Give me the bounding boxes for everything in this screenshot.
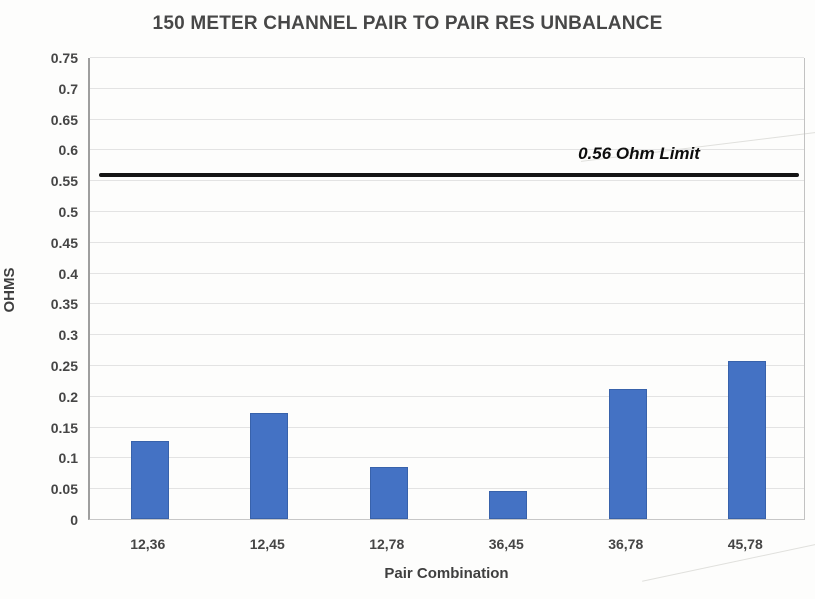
x-tick-label: 36,45 (488, 536, 524, 552)
x-tick-label: 12,36 (130, 536, 166, 552)
gridline (90, 303, 804, 305)
x-tick-label: 45,78 (727, 536, 763, 552)
y-tick-label: 0.6 (58, 142, 78, 159)
y-tick-label: 0.25 (50, 358, 78, 374)
bar (250, 413, 289, 519)
chart-title: 150 METER CHANNEL PAIR TO PAIR RES UNBAL… (152, 13, 663, 34)
y-tick-label: 0.75 (50, 50, 78, 66)
gridline (90, 334, 804, 336)
y-tick-label: 0.2 (58, 388, 78, 405)
gridline (90, 365, 804, 366)
y-tick-label: 0.05 (50, 481, 78, 498)
limit-line (99, 173, 799, 178)
limit-line-label: 0.56 Ohm Limit (578, 144, 700, 163)
x-tick-label: 36,78 (608, 536, 644, 552)
bar (130, 441, 169, 519)
bar (608, 389, 647, 519)
y-tick-label: 0.35 (50, 296, 78, 313)
y-tick-label: 0.4 (58, 265, 78, 282)
y-tick-label: 0.1 (58, 450, 78, 467)
bar (369, 467, 408, 519)
plot-area: 0.56 Ohm Limit (88, 57, 805, 520)
y-tick-label: 0.45 (50, 234, 78, 251)
x-axis-title: Pair Combination (384, 565, 509, 582)
gridline (90, 426, 804, 428)
y-tick-label: 0.65 (50, 111, 78, 128)
y-tick-label: 0.15 (50, 419, 78, 436)
gridline (90, 211, 804, 212)
gridline (90, 272, 804, 274)
y-tick-label: 0.5 (58, 204, 78, 220)
y-tick-label: 0.55 (50, 173, 78, 190)
x-tick-label: 12,78 (369, 536, 405, 552)
bar (489, 491, 528, 519)
y-tick-label: 0.7 (58, 80, 78, 97)
gridline (90, 395, 804, 397)
gridline (90, 457, 804, 459)
gridline (90, 87, 804, 89)
y-tick-label: 0 (70, 512, 78, 528)
gridline (90, 118, 804, 120)
bar (728, 361, 767, 519)
gridline (90, 488, 804, 490)
x-tick-label: 12,45 (249, 536, 285, 552)
gridline (90, 57, 804, 58)
gridline (90, 180, 804, 182)
y-tick-label: 0.3 (58, 327, 78, 344)
gridline (90, 149, 804, 151)
gridline (90, 241, 804, 243)
